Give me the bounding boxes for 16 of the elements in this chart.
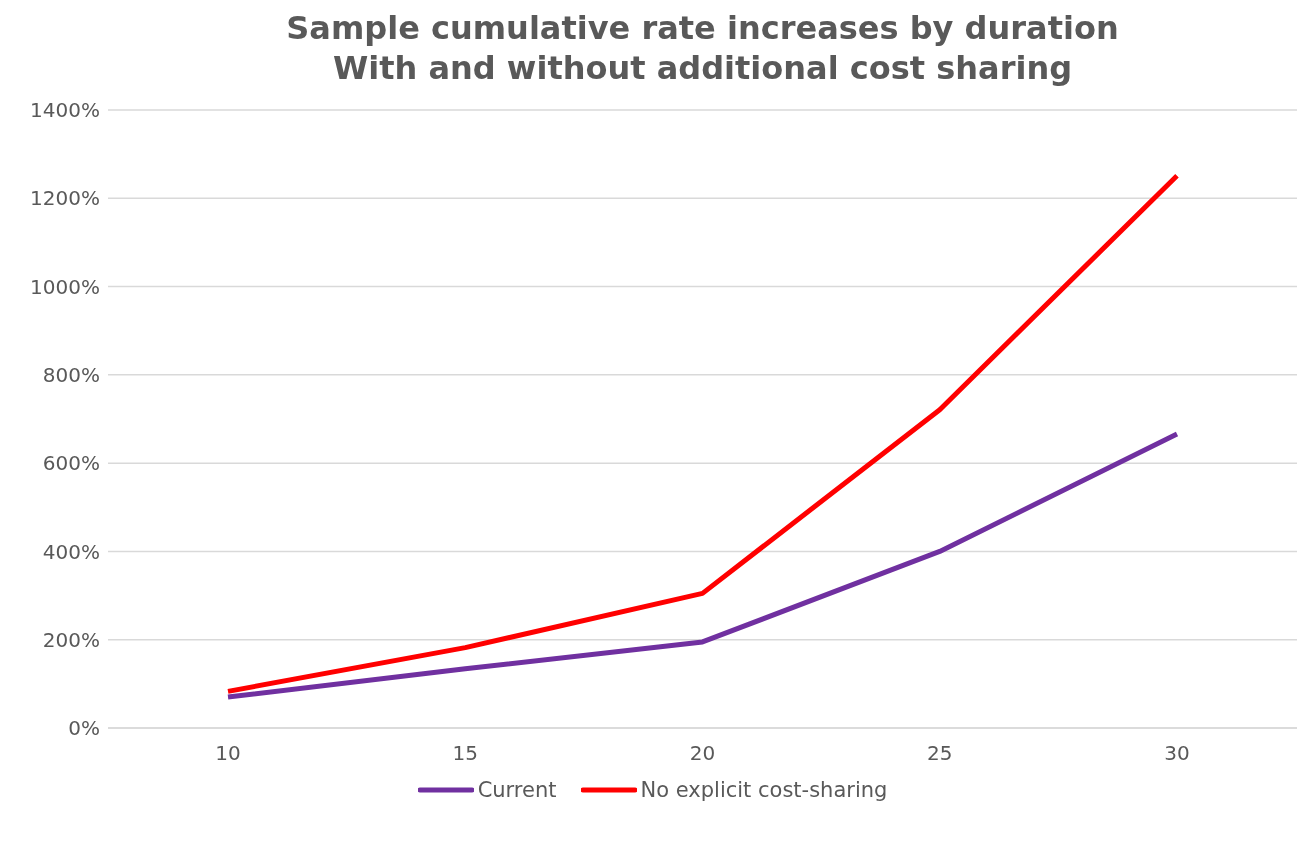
legend-label: No explicit cost-sharing — [640, 778, 888, 802]
x-tick-label: 10 — [215, 741, 241, 766]
x-tick-label: 30 — [1164, 741, 1190, 766]
x-tick-label: 25 — [927, 741, 953, 766]
y-tick-label: 1400% — [30, 98, 100, 123]
y-tick-label: 800% — [42, 362, 100, 387]
y-tick-label: 1000% — [30, 274, 100, 299]
y-tick-label: 400% — [42, 539, 100, 564]
x-tick-label: 20 — [689, 741, 716, 766]
x-tick-label: 15 — [452, 741, 478, 766]
y-tick-label: 1200% — [30, 186, 100, 211]
chart-title: Sample cumulative rate increases by duration With and without additional cost sharing — [285, 8, 1120, 88]
y-tick-label: 200% — [42, 627, 100, 652]
y-tick-label: 600% — [42, 451, 100, 476]
legend-label: Current — [477, 778, 557, 802]
y-tick-label: 0% — [68, 716, 100, 741]
